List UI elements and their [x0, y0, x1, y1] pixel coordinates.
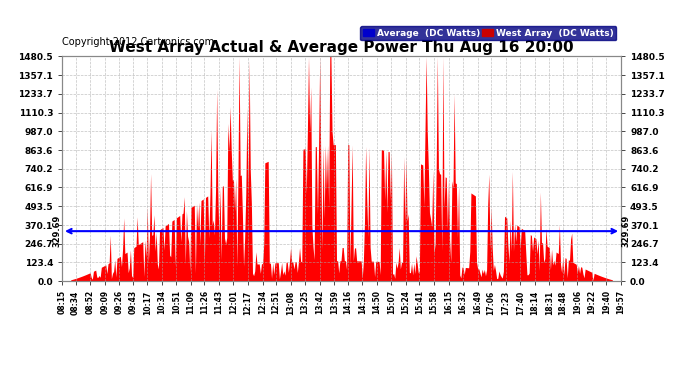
Title: West Array Actual & Average Power Thu Aug 16 20:00: West Array Actual & Average Power Thu Au… [109, 40, 574, 55]
Text: Copyright 2012 Cartronics.com: Copyright 2012 Cartronics.com [62, 37, 214, 47]
Text: 329.69: 329.69 [622, 215, 631, 247]
Legend: Average  (DC Watts), West Array  (DC Watts): Average (DC Watts), West Array (DC Watts… [360, 26, 616, 40]
Text: 329.69: 329.69 [52, 215, 61, 247]
